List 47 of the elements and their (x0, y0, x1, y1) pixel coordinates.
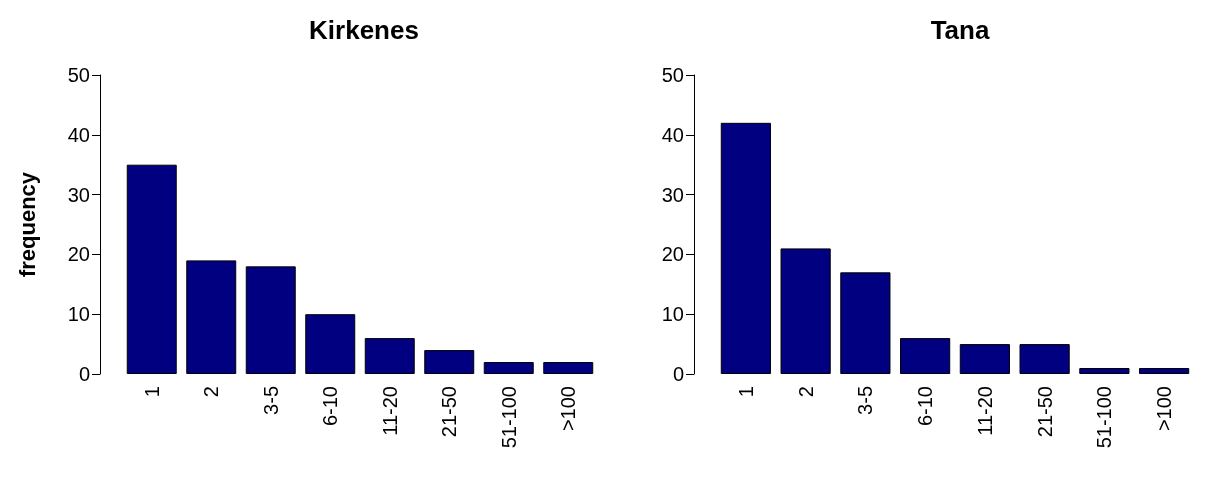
bar (305, 314, 356, 374)
bar (780, 248, 831, 374)
bar (126, 164, 177, 374)
x-tick-label: 21-50 (438, 386, 461, 438)
y-tick-label: 20 (661, 243, 684, 266)
y-tick-label: 40 (661, 123, 684, 146)
x-tick-label: 51-100 (497, 386, 520, 449)
bar (543, 362, 594, 374)
y-tick-label: 50 (661, 64, 684, 86)
y-tick-label: 30 (661, 183, 684, 206)
bar (840, 272, 891, 374)
y-tick-label: 10 (661, 303, 684, 326)
x-tick-label: 21-50 (1033, 386, 1056, 438)
x-tick-label: 6-10 (319, 386, 342, 427)
chart-title: Tana (930, 15, 990, 45)
x-tick-label: 6-10 (914, 386, 937, 427)
bar (245, 266, 296, 374)
y-axis-title: frequency (14, 171, 40, 278)
x-tick-label: 1 (734, 386, 757, 398)
x-tick-label: 2 (794, 386, 817, 398)
y-tick-label: 20 (67, 243, 90, 266)
bar (959, 344, 1010, 374)
bar (720, 122, 771, 374)
bar (364, 338, 415, 374)
y-tick-label: 50 (67, 64, 90, 86)
x-tick-label: >100 (1153, 386, 1176, 432)
bar (483, 362, 534, 374)
x-tick-label: >100 (557, 386, 580, 432)
y-tick-label: 40 (67, 123, 90, 146)
x-tick-label: 1 (140, 386, 163, 398)
bar (900, 338, 951, 374)
x-tick-label: 2 (200, 386, 223, 398)
x-tick-label: 3-5 (259, 386, 282, 415)
bar (186, 260, 237, 374)
bar (424, 350, 475, 374)
y-tick-label: 10 (67, 303, 90, 326)
chart-title: Kirkenes (309, 15, 419, 45)
y-tick-label: 0 (78, 363, 90, 385)
bar (1019, 344, 1070, 374)
bar (1139, 368, 1190, 374)
bar (1079, 368, 1130, 374)
x-tick-label: 51-100 (1093, 386, 1116, 449)
x-tick-label: 11-20 (378, 386, 401, 436)
y-tick-label: 30 (67, 183, 90, 206)
x-tick-label: 3-5 (854, 386, 877, 415)
y-tick-label: 0 (672, 363, 684, 385)
x-tick-label: 11-20 (973, 386, 996, 436)
